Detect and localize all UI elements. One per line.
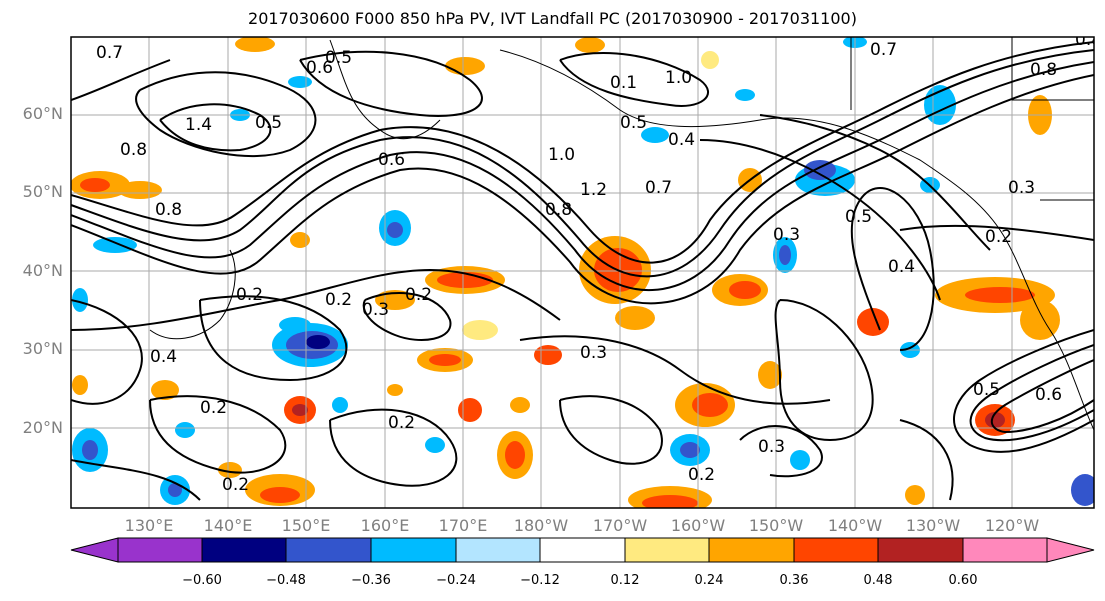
contour-label: 0.3 — [773, 225, 800, 245]
colorbar — [70, 537, 1095, 563]
contour-label: 1.0 — [548, 145, 575, 165]
lat-label: 50°N — [22, 182, 63, 201]
colorbar-tick: 0.48 — [863, 573, 893, 588]
contour-label: 0.3 — [362, 300, 389, 320]
contour-label: 0.3 — [758, 437, 785, 457]
contour-label: 0.2 — [405, 285, 432, 305]
colorbar-tick: 0.12 — [610, 573, 640, 588]
contour-label: 1.0 — [665, 68, 692, 88]
lon-label: 180°W — [513, 516, 569, 535]
contour-label: 0.5 — [255, 113, 282, 133]
lat-label: 60°N — [22, 104, 63, 123]
contour-label: 0.2 — [236, 285, 263, 305]
contour-label: 0.8 — [1030, 60, 1057, 80]
contour-label: 0.6 — [378, 150, 405, 170]
contour-label: 0.5 — [845, 207, 872, 227]
colorbar-tick: 0.60 — [948, 573, 978, 588]
contour-label: 0.7 — [645, 178, 672, 198]
colorbar-bin — [877, 537, 964, 563]
contour-label: 0.8 — [1075, 30, 1102, 50]
colorbar-bin — [793, 537, 879, 563]
colorbar-bin — [117, 537, 203, 563]
map-frame — [70, 36, 1095, 509]
contour-label: 0.4 — [150, 347, 177, 367]
contour-label: 0.2 — [388, 413, 415, 433]
contour-label: 0.8 — [545, 200, 572, 220]
map-plot-area: 0.7 0.6 0.5 0.5 0.6 0.1 1.0 0.5 0.4 0.7 … — [71, 30, 1102, 508]
colorbar-bin — [370, 537, 457, 563]
colorbar-bin — [624, 537, 710, 563]
colorbar-tick: −0.48 — [266, 573, 306, 588]
lon-label: 150°E — [281, 516, 331, 535]
colorbar-tick: −0.24 — [436, 573, 476, 588]
colorbar-bin — [455, 537, 541, 563]
colorbar-bin — [962, 537, 1048, 563]
contour-label: 0.2 — [200, 398, 227, 418]
contour-label: 1.4 — [185, 115, 212, 135]
contour-label: 0.4 — [668, 130, 695, 150]
contour-label: 0.5 — [325, 48, 352, 68]
colorbar-under-extend — [70, 537, 119, 563]
lon-label: 130°E — [124, 516, 174, 535]
contour-label: 0.2 — [688, 465, 715, 485]
colorbar-tick: −0.36 — [351, 573, 391, 588]
contour-label: 0.2 — [325, 290, 352, 310]
contour-label: 0.1 — [610, 73, 637, 93]
contour-label: 0.4 — [888, 257, 915, 277]
contour-label: 0.6 — [306, 58, 333, 78]
contour-label: 0.6 — [1035, 385, 1062, 405]
contour-label: 0.5 — [620, 113, 647, 133]
lon-label: 160°E — [360, 516, 410, 535]
lon-label: 140°E — [203, 516, 253, 535]
lon-label: 150°W — [748, 516, 804, 535]
contour-label: 0.2 — [222, 475, 249, 495]
lon-label: 170°W — [592, 516, 648, 535]
colorbar-bin — [201, 537, 287, 563]
colorbar-tick: 0.36 — [779, 573, 809, 588]
lat-label: 30°N — [22, 339, 63, 358]
lon-label: 120°W — [984, 516, 1040, 535]
lon-label: 140°W — [827, 516, 883, 535]
contour-label: 0.7 — [96, 43, 123, 63]
contour-label: 0.5 — [973, 380, 1000, 400]
ivt-contours — [71, 41, 1094, 501]
lon-label: 130°W — [905, 516, 961, 535]
colorbar-bin — [708, 537, 795, 563]
contour-label: 0.7 — [870, 40, 897, 60]
colorbar-tick: 0.24 — [694, 573, 724, 588]
lon-label: 160°W — [670, 516, 726, 535]
contour-label: 0.8 — [120, 140, 147, 160]
contour-labels: 0.7 0.6 0.5 0.5 0.6 0.1 1.0 0.5 0.4 0.7 … — [96, 30, 1102, 495]
lat-label: 40°N — [22, 261, 63, 280]
map-title: 2017030600 F000 850 hPa PV, IVT Landfall… — [248, 9, 857, 28]
lat-label: 20°N — [22, 418, 63, 437]
contour-label: 0.3 — [1008, 178, 1035, 198]
lon-label: 170°E — [438, 516, 488, 535]
colorbar-over-extend — [1046, 537, 1095, 563]
contour-label: 0.2 — [985, 227, 1012, 247]
contour-label: 0.3 — [580, 343, 607, 363]
colorbar-bin — [539, 537, 626, 563]
colorbar-bin — [285, 537, 372, 563]
colorbar-tick: −0.12 — [520, 573, 560, 588]
contour-label: 0.8 — [155, 200, 182, 220]
contour-label: 1.2 — [580, 180, 607, 200]
colorbar-tick: −0.60 — [182, 573, 222, 588]
coastlines — [149, 37, 1094, 431]
